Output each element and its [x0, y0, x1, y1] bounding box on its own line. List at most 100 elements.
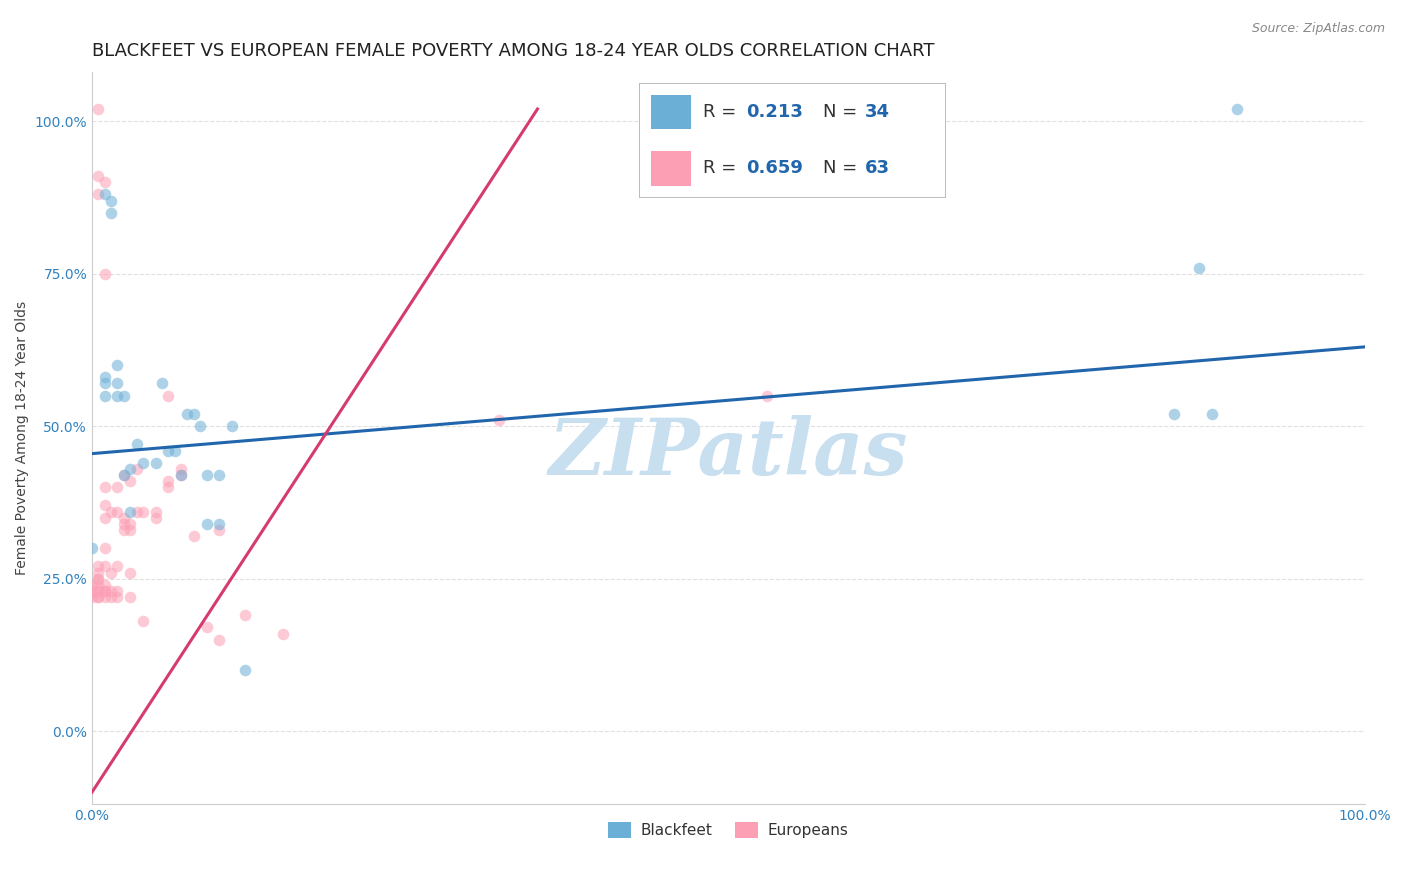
Point — [87, 572, 110, 586]
Point — [170, 467, 193, 482]
Point — [100, 583, 122, 598]
Point — [145, 504, 167, 518]
Point — [1163, 407, 1185, 421]
Legend: Blackfeet, Europeans: Blackfeet, Europeans — [602, 816, 855, 844]
Point — [87, 583, 110, 598]
Point — [80, 590, 103, 604]
Point — [208, 467, 231, 482]
Point — [80, 541, 103, 556]
Point — [125, 437, 148, 451]
Point — [100, 205, 122, 219]
Point — [157, 480, 180, 494]
Point — [208, 632, 231, 647]
Point — [208, 523, 231, 537]
Point — [120, 566, 142, 580]
Point — [183, 407, 205, 421]
Text: ZIPatlas: ZIPatlas — [548, 415, 908, 491]
Point — [233, 663, 256, 677]
Point — [87, 169, 110, 183]
Point — [195, 516, 218, 531]
Point — [94, 389, 117, 403]
Point — [80, 578, 103, 592]
Point — [120, 462, 142, 476]
Point — [1226, 102, 1249, 116]
Point — [107, 389, 129, 403]
Point — [107, 583, 129, 598]
Text: BLACKFEET VS EUROPEAN FEMALE POVERTY AMONG 18-24 YEAR OLDS CORRELATION CHART: BLACKFEET VS EUROPEAN FEMALE POVERTY AMO… — [91, 42, 935, 60]
Point — [233, 608, 256, 623]
Point — [94, 510, 117, 524]
Point — [87, 590, 110, 604]
Point — [221, 419, 243, 434]
Point — [94, 583, 117, 598]
Point — [94, 175, 117, 189]
Point — [100, 566, 122, 580]
Point — [170, 462, 193, 476]
Point — [107, 480, 129, 494]
Point — [107, 504, 129, 518]
Point — [755, 389, 778, 403]
Point — [94, 499, 117, 513]
Point — [87, 578, 110, 592]
Point — [188, 419, 211, 434]
Point — [488, 413, 510, 427]
Point — [87, 102, 110, 116]
Point — [112, 516, 135, 531]
Point — [94, 541, 117, 556]
Point — [145, 456, 167, 470]
Point — [80, 583, 103, 598]
Point — [120, 590, 142, 604]
Point — [132, 615, 155, 629]
Point — [145, 510, 167, 524]
Point — [132, 456, 155, 470]
Point — [112, 389, 135, 403]
Point — [87, 559, 110, 574]
Point — [107, 590, 129, 604]
Point — [100, 194, 122, 208]
Point — [94, 376, 117, 391]
Point — [87, 187, 110, 202]
Point — [94, 583, 117, 598]
Point — [195, 467, 218, 482]
Point — [271, 626, 294, 640]
Point — [1201, 407, 1223, 421]
Point — [125, 462, 148, 476]
Point — [120, 474, 142, 488]
Point — [107, 358, 129, 372]
Point — [94, 590, 117, 604]
Point — [157, 389, 180, 403]
Point — [112, 523, 135, 537]
Point — [94, 267, 117, 281]
Point — [157, 474, 180, 488]
Point — [170, 467, 193, 482]
Point — [163, 443, 186, 458]
Point — [208, 516, 231, 531]
Point — [94, 480, 117, 494]
Text: Source: ZipAtlas.com: Source: ZipAtlas.com — [1251, 22, 1385, 36]
Point — [94, 559, 117, 574]
Point — [125, 504, 148, 518]
Point — [100, 590, 122, 604]
Point — [100, 504, 122, 518]
Point — [94, 578, 117, 592]
Point — [107, 376, 129, 391]
Point — [120, 504, 142, 518]
Point — [94, 187, 117, 202]
Point — [112, 467, 135, 482]
Point — [112, 510, 135, 524]
Point — [107, 559, 129, 574]
Y-axis label: Female Poverty Among 18-24 Year Olds: Female Poverty Among 18-24 Year Olds — [15, 301, 30, 575]
Point — [195, 620, 218, 634]
Point — [120, 516, 142, 531]
Point — [87, 572, 110, 586]
Point — [150, 376, 173, 391]
Point — [87, 566, 110, 580]
Point — [87, 590, 110, 604]
Point — [132, 504, 155, 518]
Point — [1188, 260, 1211, 275]
Point — [112, 467, 135, 482]
Point — [87, 583, 110, 598]
Point — [176, 407, 198, 421]
Point — [157, 443, 180, 458]
Point — [120, 523, 142, 537]
